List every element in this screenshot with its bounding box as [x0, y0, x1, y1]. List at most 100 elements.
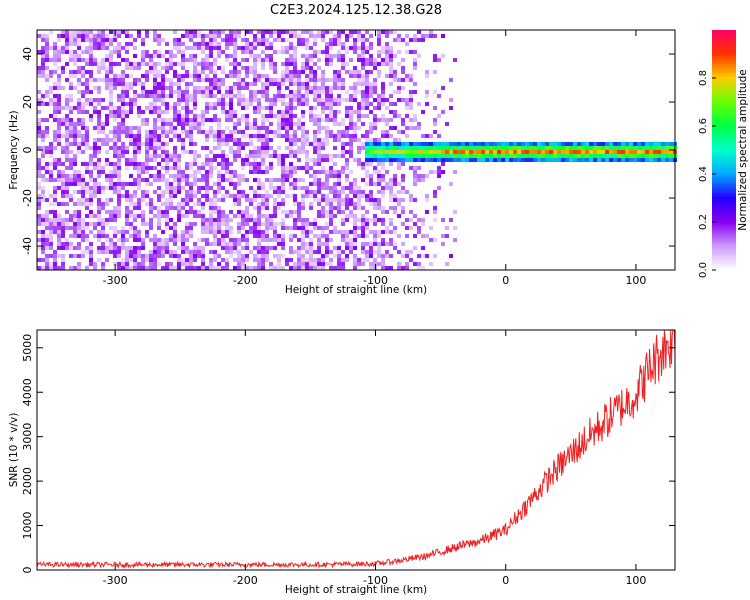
- spectrogram-cell: [269, 106, 273, 110]
- spectrogram-cell: [113, 146, 117, 150]
- spectrogram-cell: [69, 130, 73, 134]
- spectrogram-cell: [65, 158, 69, 162]
- spectrogram-cell: [441, 86, 445, 90]
- spectrogram-cell: [377, 34, 381, 38]
- spectrogram-cell: [221, 210, 225, 214]
- spectrogram-cell: [413, 198, 417, 202]
- spectrogram-cell: [81, 150, 85, 154]
- spectrogram-cell: [373, 230, 377, 234]
- spectrogram-cell: [505, 154, 509, 158]
- spectrogram-cell: [241, 190, 245, 194]
- spectrogram-cell: [213, 222, 217, 226]
- spectrogram-cell: [69, 166, 73, 170]
- spectrogram-cell: [633, 158, 637, 162]
- spectrogram-cell: [349, 74, 353, 78]
- snr-y-axis-label: SNR (10 * v/v): [8, 413, 20, 488]
- spectrogram-cell: [469, 154, 473, 158]
- spectrogram-cell: [357, 74, 361, 78]
- spectrogram-cell: [97, 110, 101, 114]
- spectrogram-cell: [441, 170, 445, 174]
- spectrogram-cell: [81, 230, 85, 234]
- spectrogram-cell: [105, 186, 109, 190]
- spectrogram-cell: [57, 238, 61, 242]
- spectrogram-cell: [53, 166, 57, 170]
- spectrogram-cell: [401, 186, 405, 190]
- spectrogram-cell: [217, 174, 221, 178]
- spectrogram-cell: [49, 150, 53, 154]
- spectrogram-cell: [361, 122, 365, 126]
- spectrogram-cell: [145, 234, 149, 238]
- spectrogram-cell: [373, 82, 377, 86]
- spectrogram-cell: [545, 142, 549, 146]
- spectrogram-cell: [177, 102, 181, 106]
- spectrogram-cell: [361, 38, 365, 42]
- spectrogram-cell: [373, 238, 377, 242]
- spectrogram-cell: [165, 246, 169, 250]
- spectrogram-cell: [225, 158, 229, 162]
- y-tick-label: 0: [21, 147, 34, 154]
- spectrogram-cell: [241, 78, 245, 82]
- spectrogram-cell: [473, 150, 477, 154]
- spectrogram-cell: [201, 254, 205, 258]
- spectrogram-cell: [157, 214, 161, 218]
- spectrogram-cell: [381, 166, 385, 170]
- spectrogram-cell: [113, 82, 117, 86]
- spectrogram-cell: [581, 146, 585, 150]
- spectrogram-cell: [381, 238, 385, 242]
- spectrogram-cell: [313, 42, 317, 46]
- spectrogram-cell: [201, 130, 205, 134]
- spectrogram-cell: [97, 42, 101, 46]
- spectrogram-cell: [37, 130, 41, 134]
- spectrogram-cell: [221, 66, 225, 70]
- spectrogram-cell: [393, 242, 397, 246]
- spectrogram-cell: [425, 94, 429, 98]
- spectrogram-cell: [517, 154, 521, 158]
- spectrogram-cell: [405, 190, 409, 194]
- spectrogram-cell: [597, 142, 601, 146]
- spectrogram-cell: [485, 154, 489, 158]
- spectrogram-cell: [377, 190, 381, 194]
- spectrogram-cell: [141, 118, 145, 122]
- spectrogram-cell: [133, 54, 137, 58]
- spectrogram-cell: [417, 230, 421, 234]
- spectrogram-cell: [269, 262, 273, 266]
- spectrogram-cell: [433, 118, 437, 122]
- spectrogram-cell: [105, 74, 109, 78]
- spectrogram-cell: [325, 118, 329, 122]
- spectrogram-cell: [233, 202, 237, 206]
- spectrogram-cell: [269, 62, 273, 66]
- spectrogram-cell: [537, 146, 541, 150]
- spectrogram-cell: [397, 90, 401, 94]
- spectrogram-cell: [125, 158, 129, 162]
- spectrogram-cell: [229, 254, 233, 258]
- spectrogram-cell: [205, 74, 209, 78]
- spectrogram-cell: [653, 158, 657, 162]
- spectrogram-cell: [333, 246, 337, 250]
- spectrogram-cell: [305, 138, 309, 142]
- spectrogram-cell: [217, 98, 221, 102]
- spectrogram-cell: [397, 250, 401, 254]
- spectrogram-cell: [333, 34, 337, 38]
- spectrogram-cell: [293, 150, 297, 154]
- spectrogram-cell: [357, 30, 361, 34]
- spectrogram-cell: [85, 234, 89, 238]
- spectrogram-cell: [217, 146, 221, 150]
- spectrogram-cell: [429, 34, 433, 38]
- spectrogram-cell: [241, 82, 245, 86]
- spectrogram-cell: [285, 174, 289, 178]
- spectrogram-cell: [185, 98, 189, 102]
- spectrogram-cell: [185, 114, 189, 118]
- spectrogram-cell: [349, 250, 353, 254]
- spectrogram-cell: [217, 78, 221, 82]
- spectrogram-cell: [153, 126, 157, 130]
- spectrogram-cell: [89, 210, 93, 214]
- spectrogram-cell: [161, 230, 165, 234]
- spectrogram-cell: [561, 142, 565, 146]
- spectrogram-cell: [377, 102, 381, 106]
- spectrogram-cell: [581, 150, 585, 154]
- spectrogram-cell: [405, 218, 409, 222]
- spectrogram-cell: [341, 98, 345, 102]
- spectrogram-cell: [381, 134, 385, 138]
- spectrogram-cell: [145, 130, 149, 134]
- spectrogram-cell: [181, 174, 185, 178]
